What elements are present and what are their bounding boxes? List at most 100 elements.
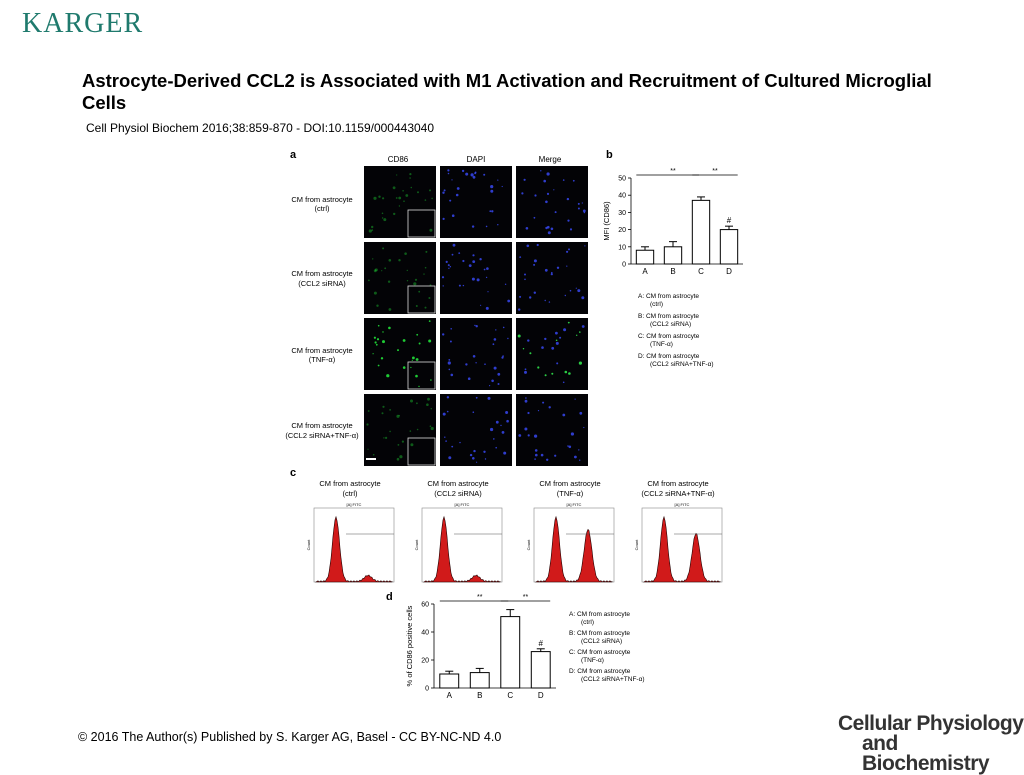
row-label-ctrl-l1: CM from astrocyte: [291, 195, 352, 204]
cell-dot: [555, 339, 558, 342]
cell-dot: [396, 414, 400, 418]
cell-dot: [448, 359, 451, 361]
annotation: #: [539, 639, 544, 648]
micrograph-tile: [516, 242, 588, 314]
cell-dot: [447, 264, 450, 267]
cell-dot: [534, 194, 537, 197]
cell-dot: [566, 197, 570, 201]
cell-dot: [381, 270, 383, 272]
cell-dot: [447, 361, 451, 365]
micrograph-tile: [364, 394, 436, 466]
cell-dot: [556, 266, 560, 269]
cell-dot: [524, 368, 527, 371]
cell-dot: [398, 205, 401, 207]
legend-d-a-l2: (ctrl): [581, 619, 594, 626]
cell-dot: [564, 370, 568, 374]
cell-dot: [577, 202, 580, 205]
micrograph-tile: [440, 166, 512, 238]
cell-dot: [535, 453, 538, 457]
row-label-combo-l2: (CCL2 siRNA+TNF-α): [285, 431, 359, 440]
cell-dot: [576, 334, 578, 336]
cell-dot: [382, 197, 385, 200]
inset-box: [407, 285, 436, 314]
cell-dot: [475, 325, 478, 328]
cell-dot: [458, 284, 461, 287]
histogram-title-siRNA-l1: CM from astrocyte: [427, 479, 488, 488]
cell-dot: [424, 266, 427, 269]
cell-dot: [524, 278, 526, 281]
cell-dot: [485, 306, 489, 310]
x-tick-label: B: [477, 691, 482, 700]
cell-dot: [403, 200, 405, 202]
cell-dot: [416, 402, 418, 405]
cell-dot: [501, 431, 505, 434]
cell-dot: [443, 189, 446, 192]
cell-dot: [581, 202, 583, 204]
cell-dot: [462, 259, 465, 263]
y-axis-label: % of CD86 positive cells: [405, 605, 414, 686]
cell-dot: [517, 334, 521, 338]
x-tick-label: B: [670, 267, 675, 276]
cell-dot: [371, 229, 374, 231]
legend-b-b-l1: B: CM from astrocyte: [638, 313, 699, 320]
cell-dot: [489, 385, 491, 387]
column-label-cd86: CD86: [388, 155, 409, 164]
cell-dot: [577, 207, 580, 210]
histogram-curve: [642, 515, 721, 583]
cell-dot: [425, 250, 428, 253]
cell-dot: [567, 321, 570, 324]
histogram-frame: [421, 507, 503, 583]
cell-dot: [519, 295, 522, 298]
histogram-header: [A] FITC: [455, 502, 470, 507]
cell-dot: [569, 228, 573, 231]
cell-dot: [450, 373, 454, 377]
cell-dot: [575, 287, 577, 289]
cell-dot: [489, 210, 492, 213]
inset-box: [407, 361, 436, 390]
cell-dot: [442, 191, 445, 194]
journal-logo-line1: Cellular Physiology: [838, 712, 1024, 735]
cell-dot: [398, 414, 400, 417]
cell-dot: [382, 331, 384, 333]
cell-dot: [501, 185, 503, 188]
karger-logo[interactable]: KARGER: [22, 8, 144, 39]
cell-dot: [544, 337, 547, 341]
cell-dot: [490, 427, 494, 432]
cell-dot: [542, 401, 545, 404]
cell-dot: [397, 349, 399, 352]
cell-dot: [583, 211, 586, 214]
cell-dot: [568, 248, 570, 251]
cell-dot: [505, 411, 509, 414]
micrograph-tile: [440, 242, 512, 314]
cell-dot: [377, 364, 380, 367]
y-axis-label: MFI (CD86): [602, 201, 611, 241]
cell-dot: [555, 341, 559, 345]
cell-dot: [416, 333, 419, 336]
cell-dot: [465, 172, 469, 176]
cell-dot: [373, 291, 377, 295]
cell-dot: [474, 172, 477, 175]
cell-dot: [445, 260, 448, 263]
cell-dot: [485, 225, 488, 228]
cell-dot: [483, 450, 486, 453]
cell-dot: [492, 343, 495, 346]
cell-dot: [567, 219, 570, 222]
cell-dot: [566, 265, 568, 267]
bar: [469, 672, 490, 689]
cell-dot: [556, 362, 559, 365]
cell-dot: [534, 434, 538, 438]
cell-dot: [411, 359, 413, 361]
cell-dot: [426, 403, 429, 406]
cell-dot: [383, 437, 385, 439]
legend-d-a-l1: A: CM from astrocyte: [569, 611, 630, 618]
cell-dot: [451, 445, 454, 448]
micrograph-tile: [516, 318, 588, 390]
x-tick-label: D: [538, 691, 544, 700]
cell-dot: [368, 229, 372, 233]
y-tick-label: 40: [618, 193, 626, 200]
cell-dot: [480, 304, 482, 306]
histogram-title-ctrl-l2: (ctrl): [343, 489, 358, 498]
legend-b-b-l2: (CCL2 siRNA): [650, 321, 691, 328]
citation[interactable]: Cell Physiol Biochem 2016;38:859-870 - D…: [86, 121, 435, 135]
cell-dot: [495, 446, 497, 449]
